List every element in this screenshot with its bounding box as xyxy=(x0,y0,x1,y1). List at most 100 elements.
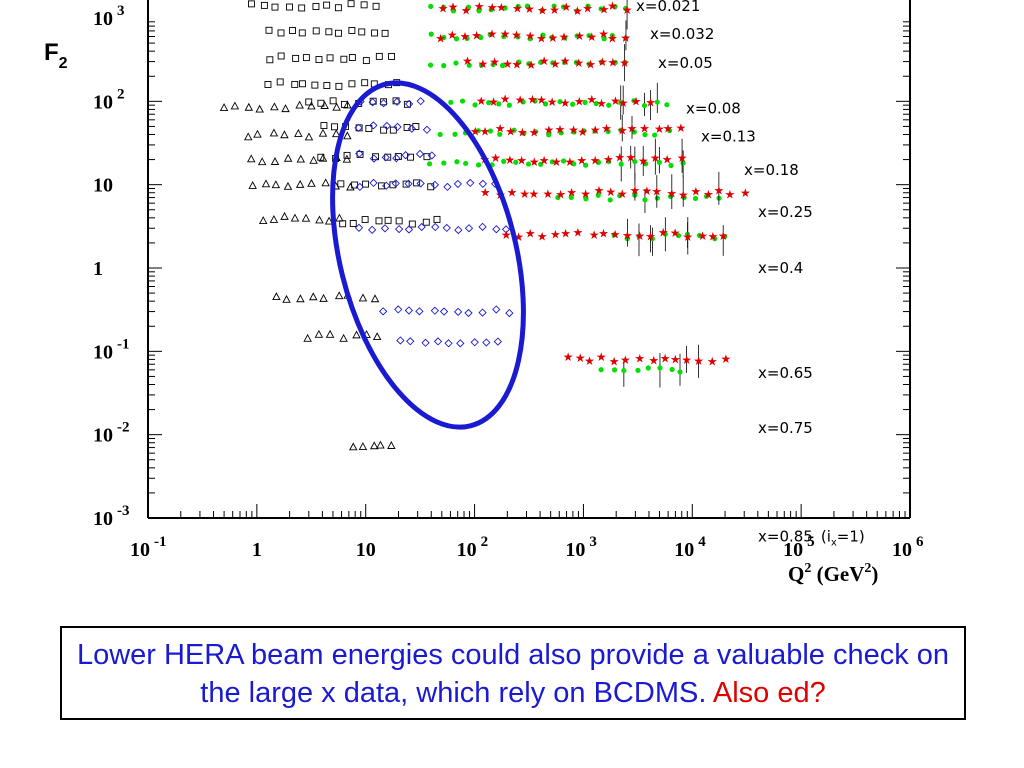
star-point: ★ xyxy=(622,229,633,243)
triangle-point xyxy=(321,178,330,187)
star-point: ★ xyxy=(670,226,681,240)
star-point: ★ xyxy=(559,30,570,44)
dot-point xyxy=(607,197,613,203)
y-tick-label: 10 xyxy=(93,175,113,197)
dot-point xyxy=(515,3,521,10)
triangle-point xyxy=(318,128,328,137)
dot-point xyxy=(441,34,447,41)
triangle-point xyxy=(248,180,257,189)
star-point: ★ xyxy=(651,185,662,199)
star-point: ★ xyxy=(681,353,692,367)
diamond-point xyxy=(415,149,425,159)
dot-point xyxy=(490,61,496,68)
star-point: ★ xyxy=(470,124,481,138)
square-point xyxy=(348,54,356,61)
x-tick-label: 10 4 xyxy=(674,534,706,561)
dot-point xyxy=(527,36,533,42)
square-point xyxy=(377,182,385,190)
dot-point xyxy=(499,62,506,69)
diamond-point xyxy=(406,337,415,346)
triangle-point xyxy=(230,101,240,110)
star-point: ★ xyxy=(529,155,540,169)
star-point: ★ xyxy=(572,4,583,18)
diamond-point xyxy=(369,178,378,188)
triangle-point xyxy=(269,128,279,137)
dot-point xyxy=(623,35,629,41)
square-point xyxy=(337,180,345,188)
dot-point xyxy=(618,161,624,167)
square-point xyxy=(381,29,389,37)
dot-point xyxy=(583,162,589,168)
dot-point xyxy=(540,32,546,38)
square-point xyxy=(266,56,274,64)
dot-point xyxy=(582,99,588,106)
square-point xyxy=(358,28,366,36)
dot-point xyxy=(538,59,544,65)
diamond-point xyxy=(382,121,392,131)
star-point: ★ xyxy=(713,184,724,198)
dot-point xyxy=(649,236,655,242)
triangle-point xyxy=(349,442,358,451)
dot-point xyxy=(666,127,673,134)
diamond-point xyxy=(367,225,377,234)
star-point: ★ xyxy=(516,154,527,168)
dot-point xyxy=(437,131,443,138)
star-point: ★ xyxy=(584,354,595,368)
star-point: ★ xyxy=(610,94,621,108)
star-point: ★ xyxy=(561,0,572,14)
star-point: ★ xyxy=(573,56,584,70)
star-point: ★ xyxy=(488,95,499,109)
diamond-point xyxy=(501,225,511,234)
star-point: ★ xyxy=(438,1,449,15)
diamond-point xyxy=(439,307,449,316)
square-point xyxy=(384,153,392,161)
diamond-point xyxy=(417,222,426,232)
dot-point xyxy=(487,128,494,134)
dot-point xyxy=(662,231,668,237)
square-point xyxy=(403,100,411,108)
triangle-point xyxy=(369,441,379,450)
dot-point xyxy=(428,31,434,37)
square-point xyxy=(380,126,388,134)
dot-point xyxy=(621,367,627,374)
star-point: ★ xyxy=(462,54,473,68)
diamond-point xyxy=(416,179,425,188)
square-point xyxy=(317,99,325,107)
diamond-point xyxy=(431,222,440,232)
diamond-point xyxy=(505,308,514,318)
square-point xyxy=(312,3,320,10)
square-point xyxy=(277,52,285,60)
dot-point xyxy=(515,34,521,40)
square-point xyxy=(298,29,306,37)
square-point xyxy=(276,78,284,86)
dot-point xyxy=(568,194,574,201)
dot-point xyxy=(656,159,662,165)
dot-point xyxy=(486,100,492,106)
triangle-point xyxy=(280,130,289,139)
star-point: ★ xyxy=(590,154,601,168)
square-point xyxy=(298,4,306,12)
triangle-point xyxy=(219,103,229,111)
diamond-point xyxy=(354,123,363,132)
star-point: ★ xyxy=(525,227,536,241)
dot-point xyxy=(453,36,460,42)
dot-point xyxy=(654,195,660,201)
dot-point xyxy=(712,236,718,242)
diamond-point xyxy=(407,124,416,133)
diamond-point xyxy=(394,224,404,234)
star-point: ★ xyxy=(577,125,588,139)
dot-point xyxy=(472,102,478,108)
triangle-point xyxy=(325,329,335,338)
diamond-point xyxy=(442,223,451,233)
dot-point xyxy=(463,160,469,167)
diamond-point xyxy=(454,225,463,235)
star-point: ★ xyxy=(536,32,547,46)
star-point: ★ xyxy=(597,55,608,69)
dot-point xyxy=(652,132,658,138)
dot-point xyxy=(511,127,517,133)
star-point: ★ xyxy=(693,354,704,368)
diamond-point xyxy=(369,154,379,163)
square-point xyxy=(388,53,396,60)
star-point: ★ xyxy=(537,3,548,17)
triangle-point xyxy=(346,182,355,191)
